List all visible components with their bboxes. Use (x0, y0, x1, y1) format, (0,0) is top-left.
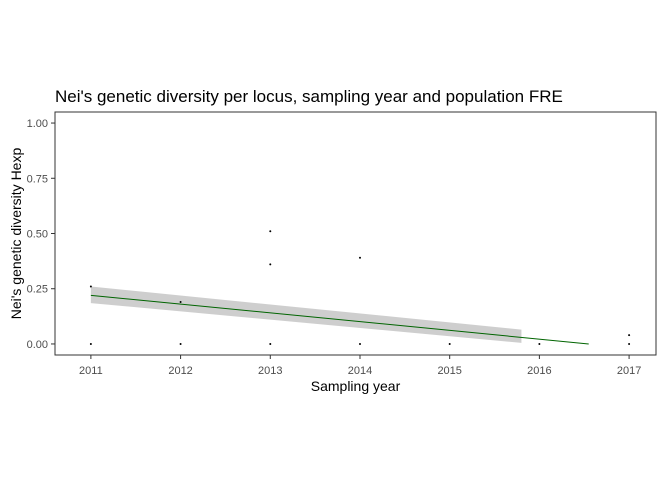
data-point (269, 342, 272, 345)
chart-title: Nei's genetic diversity per locus, sampl… (55, 87, 563, 106)
data-point (89, 342, 92, 345)
trend-line (90, 294, 589, 345)
y-tick-label: 0.75 (27, 173, 48, 185)
x-tick-label: 2016 (527, 365, 551, 377)
x-tick-label: 2017 (617, 365, 641, 377)
data-point (448, 342, 451, 345)
trend-line-layer (90, 294, 589, 345)
x-axis-title: Sampling year (311, 378, 401, 394)
x-tick-label: 2015 (437, 365, 461, 377)
data-point (358, 256, 361, 259)
y-tick-label: 0.00 (27, 339, 48, 351)
data-point (89, 285, 92, 288)
x-tick-label: 2011 (79, 365, 103, 377)
y-tick-label: 0.25 (27, 284, 48, 296)
data-point (628, 334, 631, 337)
x-tick-label: 2013 (258, 365, 282, 377)
confidence-band-layer (90, 286, 522, 343)
y-axis: 0.00 0.25 0.50 0.75 1.00 (27, 118, 55, 351)
y-tick-label: 0.50 (27, 229, 48, 241)
x-tick-label: 2012 (168, 365, 192, 377)
data-point (269, 263, 272, 266)
data-point (358, 342, 361, 345)
data-point (538, 342, 541, 345)
data-point (269, 230, 272, 233)
points-layer (89, 230, 631, 345)
data-point (179, 342, 182, 345)
x-tick-label: 2014 (348, 365, 372, 377)
confidence-band (90, 286, 522, 343)
x-axis: 2011 2012 2013 2014 2015 2016 2017 (79, 355, 641, 377)
y-tick-label: 1.00 (27, 118, 48, 130)
data-point (179, 300, 182, 303)
y-axis-title: Nei's genetic diversity Hexp (8, 148, 24, 320)
data-point (628, 342, 631, 345)
